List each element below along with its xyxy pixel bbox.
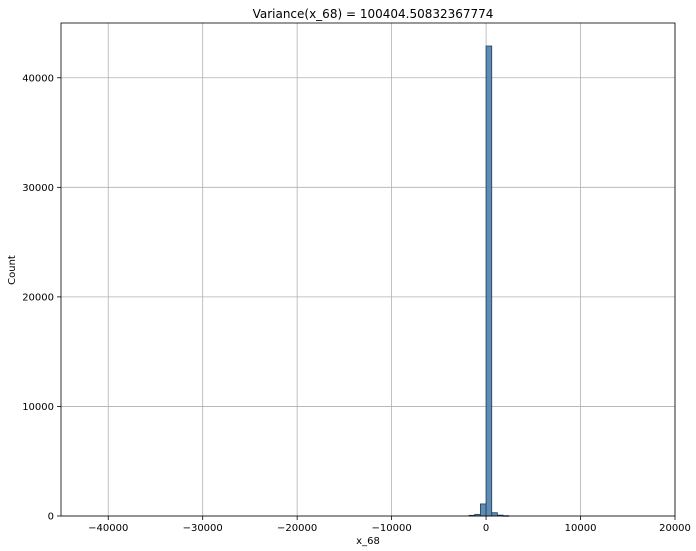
bars bbox=[468, 45, 510, 517]
plot-frame bbox=[60, 22, 676, 517]
x-tick-label: −10000 bbox=[372, 523, 412, 534]
y-tick-label: 40000 bbox=[22, 73, 54, 84]
x-tick-label: 20000 bbox=[659, 523, 691, 534]
y-tick-label: 0 bbox=[48, 512, 54, 523]
x-axis-label: x_68 bbox=[356, 536, 380, 547]
ticks: −40000 −30000 −20000 −10000 0 10000 20000 0 1000… bbox=[22, 73, 691, 534]
grid bbox=[61, 23, 676, 517]
histogram-bar bbox=[480, 503, 487, 517]
x-tick-label: 0 bbox=[483, 523, 489, 534]
y-tick-label: 10000 bbox=[22, 402, 54, 413]
x-tick-label: 10000 bbox=[565, 523, 597, 534]
x-tick-label: −20000 bbox=[277, 523, 317, 534]
x-tick-label: −30000 bbox=[183, 523, 223, 534]
chart-title: Variance(x_68) = 100404.50832367774 bbox=[253, 7, 494, 21]
y-tick-label: 20000 bbox=[22, 292, 54, 303]
y-axis-label: Count bbox=[7, 255, 18, 285]
histogram-bar bbox=[485, 45, 493, 517]
x-tick-label: −40000 bbox=[88, 523, 128, 534]
y-tick-label: 30000 bbox=[22, 183, 54, 194]
histogram-bar bbox=[491, 512, 498, 517]
